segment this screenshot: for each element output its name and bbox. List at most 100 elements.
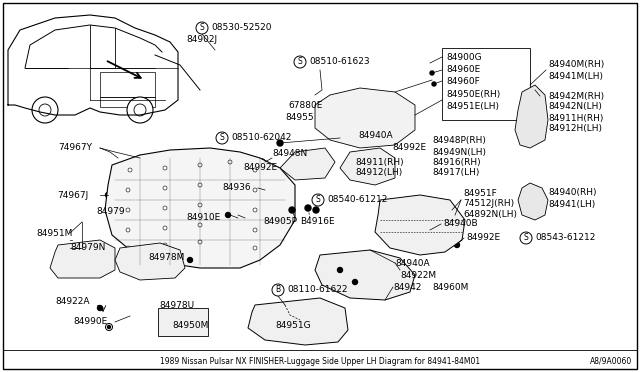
Text: S: S bbox=[220, 134, 225, 142]
Text: 84940B: 84940B bbox=[443, 219, 477, 228]
Text: 84949N(LH): 84949N(LH) bbox=[432, 148, 486, 157]
Circle shape bbox=[32, 97, 58, 123]
Text: 84948N: 84948N bbox=[272, 148, 307, 157]
Text: 84992E: 84992E bbox=[243, 164, 277, 173]
Circle shape bbox=[313, 207, 319, 213]
Circle shape bbox=[163, 206, 167, 210]
Text: 84951F: 84951F bbox=[463, 189, 497, 198]
Text: 84990E: 84990E bbox=[73, 317, 108, 327]
Text: 84922M: 84922M bbox=[400, 270, 436, 279]
Circle shape bbox=[198, 203, 202, 207]
Polygon shape bbox=[315, 250, 415, 300]
Text: 08110-61622: 08110-61622 bbox=[287, 285, 348, 295]
Circle shape bbox=[198, 183, 202, 187]
Circle shape bbox=[163, 226, 167, 230]
Text: 84979: 84979 bbox=[96, 208, 125, 217]
Circle shape bbox=[39, 104, 51, 116]
Bar bbox=[100, 72, 155, 97]
Text: 84942: 84942 bbox=[393, 282, 421, 292]
Text: 84940A: 84940A bbox=[358, 131, 392, 140]
Text: S: S bbox=[200, 23, 204, 32]
Polygon shape bbox=[105, 148, 295, 268]
Polygon shape bbox=[115, 243, 185, 280]
Text: 84960F: 84960F bbox=[446, 77, 480, 86]
Polygon shape bbox=[518, 183, 548, 220]
Circle shape bbox=[134, 104, 146, 116]
Text: 84912H(LH): 84912H(LH) bbox=[548, 125, 602, 134]
Circle shape bbox=[337, 267, 342, 273]
Circle shape bbox=[126, 246, 130, 250]
Circle shape bbox=[163, 166, 167, 170]
Text: 84978U: 84978U bbox=[159, 301, 194, 310]
Text: 84936: 84936 bbox=[222, 183, 251, 192]
Text: 08510-62042: 08510-62042 bbox=[231, 134, 291, 142]
Text: 84922A: 84922A bbox=[55, 298, 90, 307]
Text: 84948P(RH): 84948P(RH) bbox=[432, 135, 486, 144]
Text: B4916E: B4916E bbox=[300, 218, 335, 227]
Text: 84902J: 84902J bbox=[186, 35, 218, 45]
Circle shape bbox=[312, 194, 324, 206]
Circle shape bbox=[198, 240, 202, 244]
Text: 84951G: 84951G bbox=[275, 321, 310, 330]
Circle shape bbox=[253, 228, 257, 232]
Circle shape bbox=[228, 160, 232, 164]
Text: 84900G: 84900G bbox=[446, 52, 482, 61]
Text: 84916(RH): 84916(RH) bbox=[432, 157, 481, 167]
Text: 84979N: 84979N bbox=[70, 244, 106, 253]
Circle shape bbox=[430, 71, 434, 75]
Polygon shape bbox=[315, 88, 415, 148]
Circle shape bbox=[127, 97, 153, 123]
Circle shape bbox=[253, 246, 257, 250]
Text: 74967Y: 74967Y bbox=[58, 144, 92, 153]
Text: 84905P: 84905P bbox=[263, 218, 297, 227]
Circle shape bbox=[97, 305, 102, 311]
Circle shape bbox=[353, 279, 358, 285]
Circle shape bbox=[432, 82, 436, 86]
Text: 64892N(LH): 64892N(LH) bbox=[463, 211, 517, 219]
Text: 84917(LH): 84917(LH) bbox=[432, 169, 479, 177]
Circle shape bbox=[188, 257, 193, 263]
Polygon shape bbox=[248, 298, 348, 345]
Text: 08510-61623: 08510-61623 bbox=[309, 58, 370, 67]
Circle shape bbox=[426, 230, 431, 234]
Text: S: S bbox=[524, 234, 529, 243]
Text: 08540-61212: 08540-61212 bbox=[327, 196, 387, 205]
Circle shape bbox=[289, 207, 295, 213]
Circle shape bbox=[216, 132, 228, 144]
Text: S: S bbox=[316, 196, 321, 205]
Text: 08543-61212: 08543-61212 bbox=[535, 234, 595, 243]
Bar bbox=[442, 48, 530, 120]
Text: 84911H(RH): 84911H(RH) bbox=[548, 113, 604, 122]
Text: 84911(RH): 84911(RH) bbox=[355, 157, 404, 167]
Circle shape bbox=[277, 140, 283, 146]
Circle shape bbox=[198, 223, 202, 227]
Circle shape bbox=[259, 159, 265, 165]
Polygon shape bbox=[50, 240, 115, 278]
Circle shape bbox=[126, 228, 130, 232]
Circle shape bbox=[106, 324, 113, 330]
Circle shape bbox=[520, 232, 532, 244]
Text: 84955: 84955 bbox=[285, 113, 314, 122]
Circle shape bbox=[253, 208, 257, 212]
Bar bbox=[100, 97, 155, 107]
Text: 74967J: 74967J bbox=[57, 190, 88, 199]
Circle shape bbox=[454, 243, 460, 247]
Polygon shape bbox=[340, 148, 395, 185]
Text: 84978M: 84978M bbox=[148, 253, 184, 263]
Polygon shape bbox=[375, 195, 465, 255]
Circle shape bbox=[163, 243, 167, 247]
Text: 84942N(LH): 84942N(LH) bbox=[548, 103, 602, 112]
Circle shape bbox=[253, 168, 257, 172]
Circle shape bbox=[126, 188, 130, 192]
Circle shape bbox=[225, 212, 230, 218]
Circle shape bbox=[253, 188, 257, 192]
Text: 84950E(RH): 84950E(RH) bbox=[446, 90, 500, 99]
Polygon shape bbox=[515, 85, 548, 148]
Text: 84940A: 84940A bbox=[395, 259, 429, 267]
Text: A8/9A0060: A8/9A0060 bbox=[589, 356, 632, 366]
Circle shape bbox=[198, 163, 202, 167]
Text: 84950M: 84950M bbox=[172, 321, 209, 330]
Text: 84941M(LH): 84941M(LH) bbox=[548, 71, 603, 80]
Text: 84940(RH): 84940(RH) bbox=[548, 189, 596, 198]
Circle shape bbox=[196, 22, 208, 34]
